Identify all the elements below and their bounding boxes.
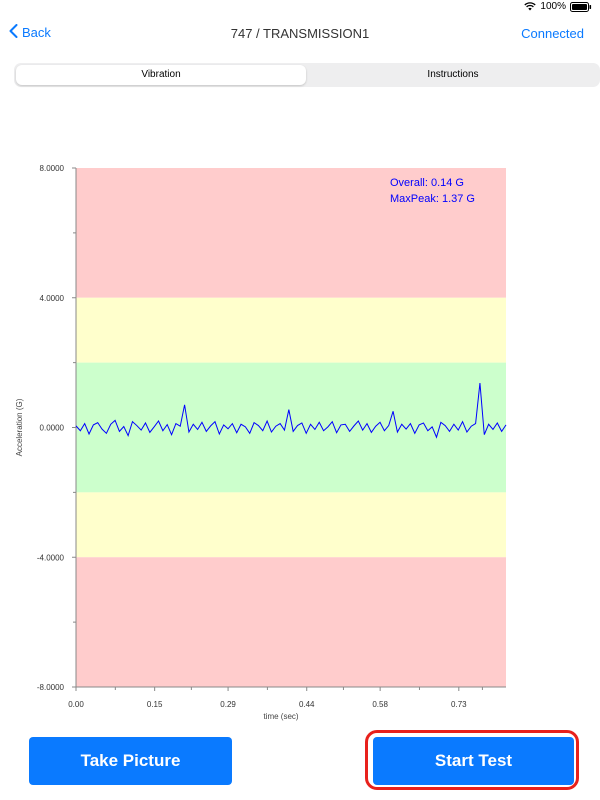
tab-instructions[interactable]: Instructions: [427, 69, 479, 80]
x-tick-label: 0.58: [372, 700, 388, 709]
threshold-band-2: [76, 362, 506, 493]
threshold-band-0: [76, 168, 506, 298]
chart-annotation: MaxPeak: 1.37 G: [390, 193, 475, 205]
status-indicators: 100%: [524, 1, 592, 12]
take-picture-button[interactable]: Take Picture: [29, 737, 232, 785]
vibration-series-line: [75, 383, 507, 439]
x-tick-label: 0.29: [220, 700, 236, 709]
back-label: Back: [22, 25, 51, 40]
chevron-left-icon: [9, 24, 18, 41]
x-axis-label: time (sec): [263, 712, 298, 721]
navigation-bar: Back 747 / TRANSMISSION1 Connected: [0, 18, 600, 50]
wifi-icon: [524, 2, 537, 11]
y-tick-label: 0.0000: [40, 424, 65, 433]
status-bar: 100%: [0, 0, 600, 14]
y-tick-label: 4.0000: [40, 294, 65, 303]
page-title: 747 / TRANSMISSION1: [230, 26, 370, 41]
connected-button[interactable]: Connected: [521, 26, 584, 41]
threshold-band-1: [76, 297, 506, 363]
y-axis-label: Acceleration (G): [15, 398, 24, 456]
x-tick-label: 0.44: [299, 700, 315, 709]
x-tick-label: 0.15: [147, 700, 163, 709]
y-tick-label: -4.0000: [37, 553, 65, 562]
y-tick-label: 8.0000: [40, 164, 65, 173]
x-tick-label: 0.00: [68, 700, 84, 709]
x-tick-label: 0.73: [451, 700, 467, 709]
chart-annotation: Overall: 0.14 G: [390, 177, 464, 189]
tab-vibration[interactable]: Vibration: [16, 65, 306, 85]
threshold-band-4: [76, 557, 506, 687]
start-test-button[interactable]: Start Test: [373, 737, 574, 785]
threshold-band-3: [76, 492, 506, 558]
battery-percent: 100%: [540, 1, 566, 12]
y-tick-label: -8.0000: [37, 683, 65, 692]
segmented-control: Vibration Instructions: [14, 63, 600, 87]
battery-icon: [570, 1, 592, 12]
back-button[interactable]: Back: [9, 24, 51, 41]
